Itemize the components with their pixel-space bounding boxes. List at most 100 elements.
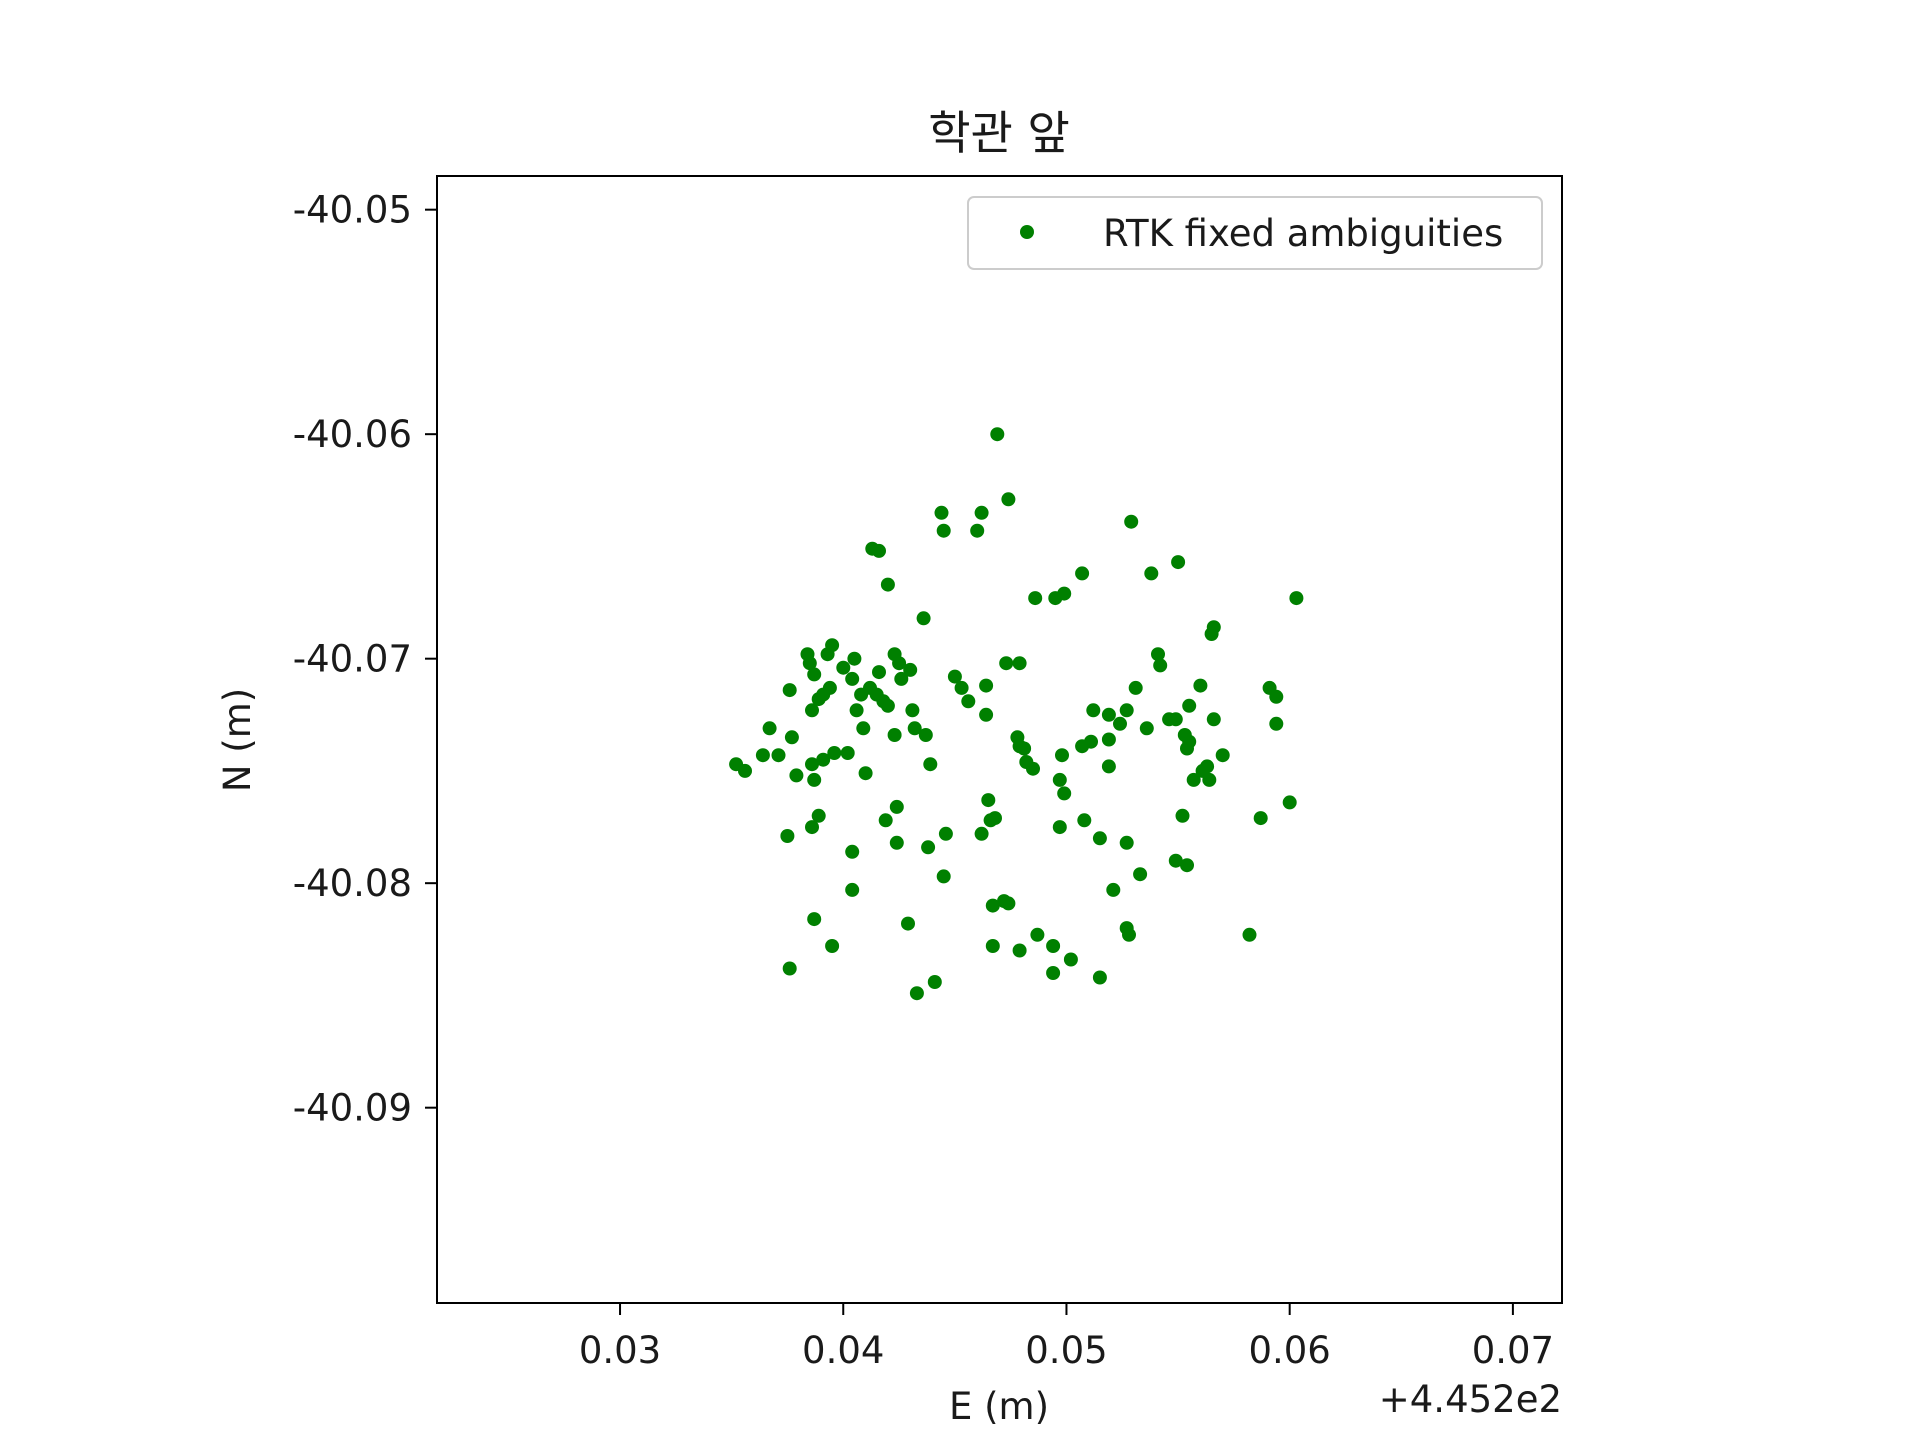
data-point xyxy=(1075,739,1090,754)
data-point xyxy=(1289,591,1304,606)
data-points xyxy=(729,427,1304,1001)
data-point xyxy=(807,772,822,787)
data-point xyxy=(1052,820,1067,835)
chart-title: 학관 앞 xyxy=(928,106,1070,160)
y-tick-label: -40.05 xyxy=(293,189,412,232)
data-point xyxy=(1242,927,1257,942)
data-point xyxy=(1124,514,1139,529)
data-point xyxy=(907,721,922,736)
data-point xyxy=(1153,658,1168,673)
data-point xyxy=(1151,647,1165,662)
data-point xyxy=(947,669,962,684)
data-point xyxy=(1180,858,1194,873)
data-point xyxy=(903,662,918,677)
data-point xyxy=(916,611,931,626)
data-point xyxy=(1075,566,1090,581)
data-point xyxy=(1168,712,1183,727)
data-point xyxy=(1101,707,1116,722)
data-point xyxy=(802,656,817,671)
data-point xyxy=(1055,748,1069,763)
data-point xyxy=(805,820,819,835)
x-tick-label: 0.05 xyxy=(1025,1329,1107,1372)
data-point xyxy=(1282,795,1297,810)
data-point xyxy=(854,687,869,702)
data-point xyxy=(1269,716,1284,731)
data-point xyxy=(990,427,1005,442)
data-point xyxy=(849,703,864,718)
x-tick-label: 0.04 xyxy=(802,1329,884,1372)
y-axis-label: N (m) xyxy=(216,688,259,792)
data-point xyxy=(805,703,819,718)
data-point xyxy=(1028,591,1043,606)
data-point xyxy=(1182,698,1197,713)
data-point xyxy=(938,826,953,841)
y-tick-label: -40.09 xyxy=(293,1087,412,1130)
data-point xyxy=(816,752,831,767)
data-point xyxy=(840,746,855,760)
data-point xyxy=(892,656,907,671)
data-point xyxy=(936,869,951,884)
data-point xyxy=(1253,811,1268,826)
data-point xyxy=(927,975,942,989)
data-point xyxy=(771,748,786,763)
data-point xyxy=(1180,741,1194,756)
data-point xyxy=(1106,882,1121,897)
data-point xyxy=(1206,712,1221,727)
data-point xyxy=(789,768,804,783)
data-point xyxy=(983,813,998,828)
plot-frame xyxy=(436,175,1563,1304)
x-offset-text: +4.452e2 xyxy=(1379,1378,1562,1421)
data-point xyxy=(820,647,835,662)
data-point xyxy=(1101,759,1116,774)
data-point xyxy=(1128,680,1143,695)
data-point xyxy=(909,986,924,1001)
data-point xyxy=(1202,772,1217,787)
data-point xyxy=(755,748,770,763)
data-point xyxy=(807,667,822,682)
data-point xyxy=(1215,748,1230,763)
data-point xyxy=(825,939,840,953)
data-point xyxy=(954,680,969,695)
legend-label: RTK fixed ambiguities xyxy=(1103,212,1503,255)
data-point xyxy=(1168,853,1183,868)
data-point xyxy=(961,694,976,709)
data-point xyxy=(872,665,886,680)
data-point xyxy=(1113,716,1127,731)
data-point xyxy=(878,813,893,828)
x-axis: 0.03 0.04 0.05 0.06 0.07 xyxy=(579,1303,1554,1372)
y-tick-label: -40.06 xyxy=(293,413,412,456)
data-point xyxy=(847,651,862,666)
data-point xyxy=(970,523,985,538)
data-point xyxy=(979,707,994,722)
y-tick-label: -40.07 xyxy=(293,638,412,681)
data-point xyxy=(1119,703,1134,718)
data-point xyxy=(1052,772,1067,787)
data-point xyxy=(738,763,752,778)
data-point xyxy=(845,844,860,859)
data-point xyxy=(894,671,909,686)
data-point xyxy=(918,728,933,742)
data-point xyxy=(858,766,873,781)
data-point xyxy=(1026,761,1040,776)
data-point xyxy=(836,660,851,675)
data-point xyxy=(1144,566,1159,581)
data-point xyxy=(807,912,822,927)
data-point xyxy=(974,505,989,520)
data-point xyxy=(905,703,920,718)
data-point xyxy=(985,939,1000,953)
data-point xyxy=(923,757,938,772)
data-point xyxy=(1030,927,1045,942)
data-point xyxy=(934,505,949,520)
data-point xyxy=(782,961,797,976)
data-point xyxy=(1012,656,1027,671)
data-point xyxy=(856,721,871,736)
data-point xyxy=(889,835,904,850)
data-point xyxy=(979,678,994,693)
data-point xyxy=(1175,808,1190,823)
data-point xyxy=(1057,586,1072,601)
data-point xyxy=(1186,772,1201,787)
data-point xyxy=(985,898,1000,913)
data-point xyxy=(1139,721,1154,736)
legend: RTK fixed ambiguities xyxy=(967,196,1543,270)
